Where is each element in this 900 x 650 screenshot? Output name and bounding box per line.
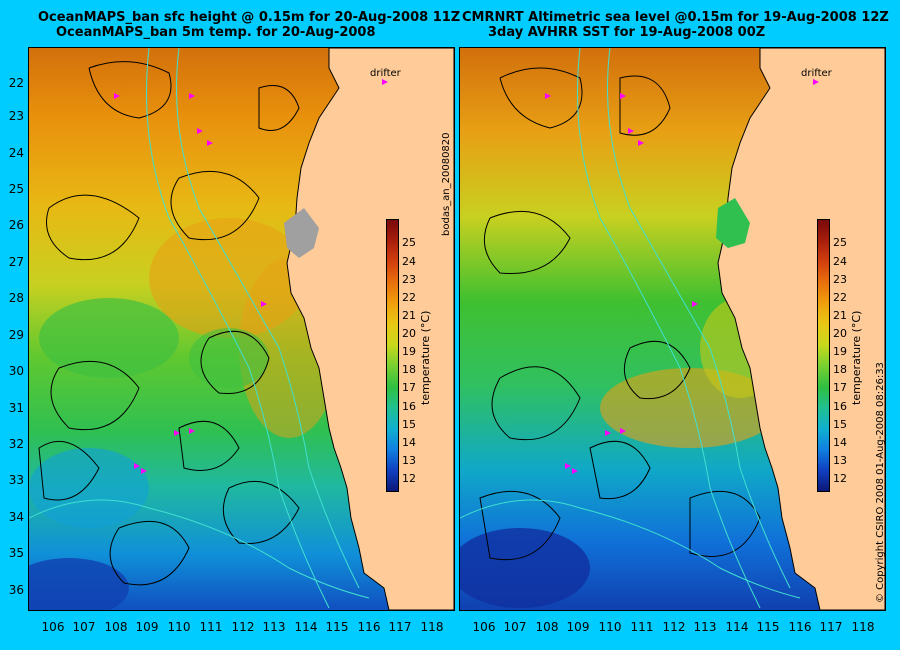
x-tick: 114 <box>294 620 318 634</box>
x-tick: 108 <box>535 620 559 634</box>
x-tick: 111 <box>199 620 223 634</box>
y-tick: 30 <box>8 364 24 378</box>
x-tick: 113 <box>693 620 717 634</box>
y-tick: 26 <box>8 218 24 232</box>
colorbar-tick: 23 <box>833 273 847 286</box>
colorbar-tick: 12 <box>402 472 416 485</box>
colorbar-tick: 17 <box>833 381 847 394</box>
x-tick: 112 <box>662 620 686 634</box>
left-map-svg <box>29 48 454 610</box>
left-drifter-legend: drifter <box>370 68 401 79</box>
x-tick: 107 <box>503 620 527 634</box>
right-colorbar-title: temperature (°C) <box>850 310 863 405</box>
colorbar-tick: 22 <box>833 291 847 304</box>
colorbar-tick: 19 <box>833 345 847 358</box>
x-tick: 109 <box>135 620 159 634</box>
right-map-svg <box>460 48 885 610</box>
colorbar-tick: 24 <box>402 255 416 268</box>
x-tick: 110 <box>598 620 622 634</box>
colorbar-tick: 23 <box>402 273 416 286</box>
left-colorbar <box>386 219 399 492</box>
left-title-line2: OceanMAPS_ban 5m temp. for 20-Aug-2008 <box>56 25 376 40</box>
right-map-panel: drifter <box>459 47 886 611</box>
left-map-panel: drifter <box>28 47 455 611</box>
colorbar-tick: 16 <box>833 400 847 413</box>
x-tick: 106 <box>41 620 65 634</box>
x-tick: 117 <box>819 620 843 634</box>
x-tick: 111 <box>630 620 654 634</box>
x-tick: 112 <box>231 620 255 634</box>
colorbar-tick: 12 <box>833 472 847 485</box>
colorbar-tick: 21 <box>402 309 416 322</box>
left-land <box>286 48 454 610</box>
x-tick: 108 <box>104 620 128 634</box>
right-land <box>717 48 885 610</box>
y-tick: 36 <box>8 583 24 597</box>
y-tick: 35 <box>8 546 24 560</box>
x-tick: 109 <box>566 620 590 634</box>
x-tick: 117 <box>388 620 412 634</box>
run-id-label: bodas_an_20080820 <box>441 132 452 236</box>
x-tick: 118 <box>851 620 875 634</box>
y-tick: 33 <box>8 473 24 487</box>
colorbar-tick: 25 <box>402 236 416 249</box>
right-title-line1: CMRNRT Altimetric sea level @0.15m for 1… <box>462 10 889 25</box>
colorbar-tick: 14 <box>833 436 847 449</box>
colorbar-tick: 24 <box>833 255 847 268</box>
colorbar-tick: 17 <box>402 381 416 394</box>
left-height-contours <box>38 61 300 586</box>
colorbar-tick: 13 <box>402 454 416 467</box>
right-height-contours <box>479 67 761 561</box>
colorbar-tick: 20 <box>833 327 847 340</box>
right-bathymetry <box>460 48 801 609</box>
x-tick: 115 <box>756 620 780 634</box>
left-colorbar-title: temperature (°C) <box>419 310 432 405</box>
right-colorbar <box>817 219 830 492</box>
right-drifter-markers <box>545 79 819 474</box>
colorbar-tick: 14 <box>402 436 416 449</box>
left-title-line1: OceanMAPS_ban sfc height @ 0.15m for 20-… <box>38 10 461 25</box>
colorbar-tick: 15 <box>833 418 847 431</box>
y-tick: 34 <box>8 510 24 524</box>
colorbar-tick: 13 <box>833 454 847 467</box>
copyright-label: © Copyright CSIRO 2008 01-Aug-2008 08:26… <box>875 362 886 603</box>
colorbar-tick: 21 <box>833 309 847 322</box>
colorbar-tick: 18 <box>402 363 416 376</box>
colorbar-tick: 18 <box>833 363 847 376</box>
y-tick: 31 <box>8 401 24 415</box>
y-tick: 29 <box>8 328 24 342</box>
x-tick: 118 <box>420 620 444 634</box>
y-tick: 22 <box>8 76 24 90</box>
x-tick: 110 <box>167 620 191 634</box>
colorbar-tick: 16 <box>402 400 416 413</box>
x-tick: 116 <box>357 620 381 634</box>
colorbar-tick: 19 <box>402 345 416 358</box>
y-tick: 25 <box>8 182 24 196</box>
x-tick: 113 <box>262 620 286 634</box>
right-title-line2: 3day AVHRR SST for 19-Aug-2008 00Z <box>488 25 766 40</box>
y-tick: 23 <box>8 109 24 123</box>
x-tick: 107 <box>72 620 96 634</box>
left-drifter-markers <box>114 79 388 474</box>
colorbar-tick: 15 <box>402 418 416 431</box>
colorbar-tick: 25 <box>833 236 847 249</box>
y-tick: 28 <box>8 291 24 305</box>
x-tick: 106 <box>472 620 496 634</box>
colorbar-tick: 22 <box>402 291 416 304</box>
colorbar-tick: 20 <box>402 327 416 340</box>
x-tick: 116 <box>788 620 812 634</box>
y-tick: 24 <box>8 146 24 160</box>
y-tick: 27 <box>8 255 24 269</box>
left-bathymetry <box>29 48 370 609</box>
y-tick: 32 <box>8 437 24 451</box>
x-tick: 114 <box>725 620 749 634</box>
x-tick: 115 <box>325 620 349 634</box>
right-drifter-legend: drifter <box>801 68 832 79</box>
